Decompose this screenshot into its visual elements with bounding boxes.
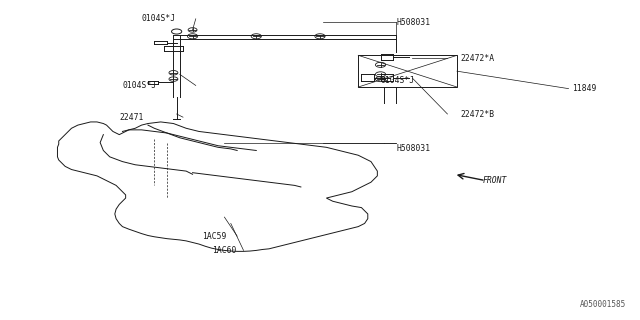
Text: 0104S*J: 0104S*J bbox=[122, 81, 157, 90]
Text: H508031: H508031 bbox=[396, 18, 431, 27]
Text: 1AC60: 1AC60 bbox=[212, 246, 236, 255]
Bar bbox=[358, 55, 457, 87]
Text: 1AC59: 1AC59 bbox=[202, 232, 227, 241]
Text: FRONT: FRONT bbox=[483, 176, 507, 185]
Text: A050001585: A050001585 bbox=[580, 300, 626, 309]
Text: 22471: 22471 bbox=[119, 113, 143, 122]
Text: H508031: H508031 bbox=[396, 144, 431, 153]
Text: 22472*A: 22472*A bbox=[460, 54, 494, 63]
Text: 11849: 11849 bbox=[572, 84, 596, 93]
Text: 22472*B: 22472*B bbox=[460, 109, 494, 118]
Text: 0104S*J: 0104S*J bbox=[141, 14, 176, 23]
Text: 0104S*J: 0104S*J bbox=[381, 76, 415, 85]
